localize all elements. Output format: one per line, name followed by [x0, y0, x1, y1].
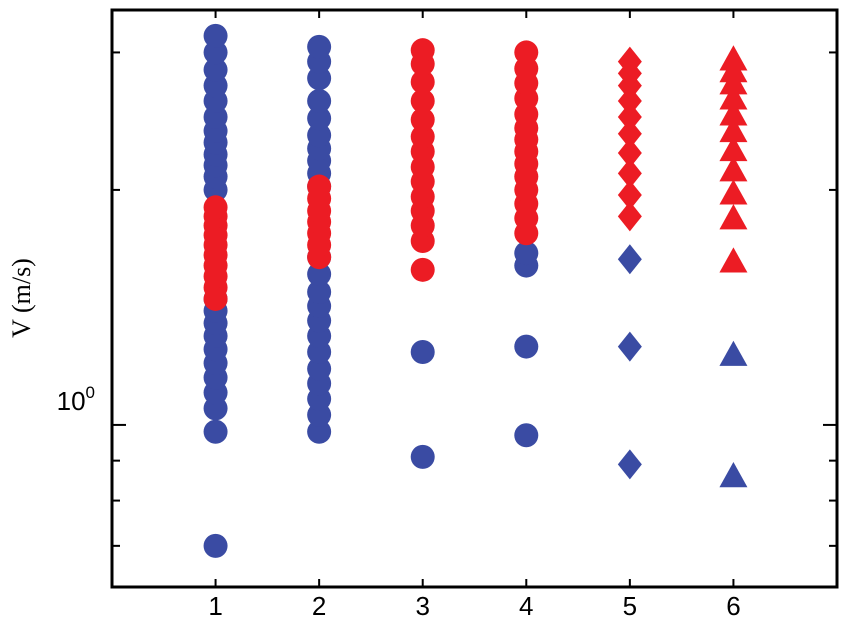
data-point-red — [719, 179, 748, 205]
labels-layer: V (m/s) 100 — [7, 258, 95, 416]
ticks-layer: 1 2 3 4 5 6 — [112, 10, 837, 621]
y-axis-label: V (m/s) — [7, 258, 36, 338]
data-point-red — [719, 116, 748, 143]
data-point-blue — [514, 334, 539, 359]
x-tick-label: 5 — [623, 591, 637, 621]
y-tick-base: 10 — [57, 386, 86, 416]
data-point-red — [719, 45, 748, 71]
data-point-blue — [410, 339, 435, 364]
data-point-blue — [307, 34, 332, 59]
y-tick-exponent: 0 — [86, 383, 95, 402]
y-tick-label: 100 — [57, 383, 95, 416]
data-point-red — [617, 201, 642, 232]
data-point-red — [719, 204, 748, 230]
data-point-red — [719, 247, 748, 273]
data-point-red — [307, 174, 332, 199]
data-point-red — [410, 107, 435, 132]
data-point-blue — [307, 262, 332, 287]
marks-layer — [203, 23, 748, 558]
data-point-blue — [719, 462, 748, 488]
data-point-blue — [203, 57, 228, 82]
data-point-red — [617, 180, 642, 211]
data-point-blue — [307, 88, 332, 113]
data-point-red — [719, 100, 748, 126]
data-point-red — [203, 195, 228, 220]
data-point-blue — [617, 244, 642, 275]
data-point-red — [719, 135, 748, 162]
plot-frame — [110, 8, 839, 589]
data-point-red — [410, 38, 435, 63]
data-point-red — [719, 156, 748, 182]
data-point-blue — [203, 533, 228, 558]
data-point-red — [719, 84, 748, 110]
data-point-red — [617, 85, 642, 116]
data-point-red — [410, 88, 435, 113]
x-tick-label: 6 — [726, 591, 740, 621]
data-point-blue — [307, 66, 332, 91]
x-tick-label: 4 — [519, 591, 533, 621]
data-point-blue — [307, 106, 332, 131]
data-point-blue — [307, 279, 332, 304]
data-point-red — [617, 158, 642, 189]
data-point-blue — [410, 444, 435, 469]
data-point-blue — [307, 356, 332, 381]
x-tick-label: 1 — [208, 591, 222, 621]
data-point-red — [514, 40, 539, 65]
data-point-red — [617, 118, 642, 149]
data-point-red — [617, 46, 642, 77]
data-point-red — [410, 257, 435, 282]
data-point-red — [617, 138, 642, 169]
data-point-red — [410, 124, 435, 149]
data-point-blue — [514, 423, 539, 448]
x-tick-label: 3 — [415, 591, 429, 621]
data-point-blue — [514, 241, 539, 266]
x-tick-label: 2 — [312, 591, 326, 621]
data-point-blue — [307, 419, 332, 444]
data-point-blue — [203, 40, 228, 65]
data-point-red — [410, 69, 435, 94]
data-point-blue — [719, 340, 748, 366]
data-point-blue — [203, 23, 228, 48]
data-point-red — [617, 101, 642, 132]
data-point-blue — [307, 123, 332, 148]
data-point-blue — [617, 449, 642, 480]
data-point-blue — [203, 419, 228, 444]
data-point-blue — [617, 331, 642, 362]
